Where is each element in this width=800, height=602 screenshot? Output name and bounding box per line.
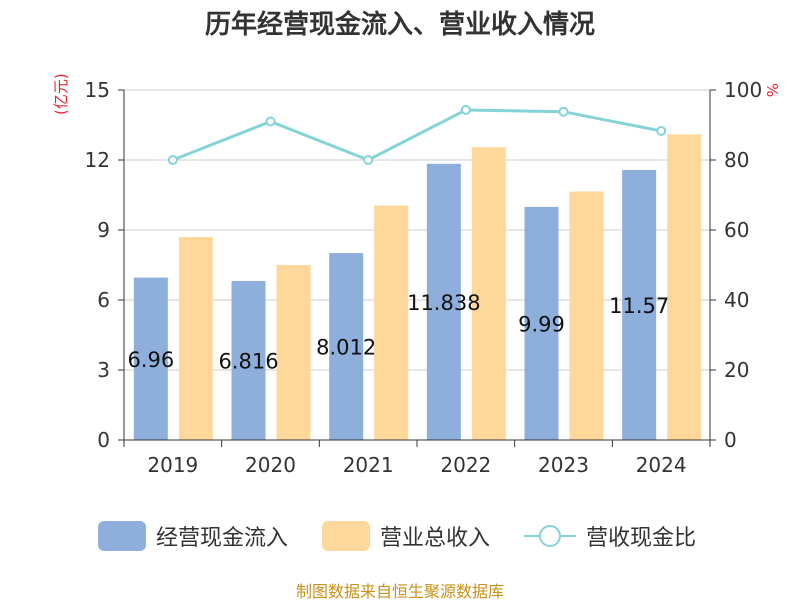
legend-item-cash-inflow[interactable]: 经营现金流入 xyxy=(98,516,288,556)
point-cash-ratio xyxy=(363,155,374,165)
x-axis-tick-label: 2022 xyxy=(440,453,491,477)
bar-cash-inflow xyxy=(329,253,364,440)
x-axis-tick-label: 2019 xyxy=(147,453,198,477)
point-cash-ratio xyxy=(265,116,276,127)
right-axis-tick-label: 20 xyxy=(724,358,749,382)
bar-revenue xyxy=(276,265,311,440)
point-cash-ratio xyxy=(558,106,569,117)
bar-revenue xyxy=(667,134,702,441)
right-axis-tick-label: 60 xyxy=(724,218,749,242)
point-cash-ratio xyxy=(167,155,178,165)
bar-cash-inflow xyxy=(231,280,266,440)
legend-item-revenue[interactable]: 营业总收入 xyxy=(322,516,490,556)
right-axis-tick-label: 80 xyxy=(724,148,749,172)
line-cash-ratio xyxy=(172,108,662,162)
data-label-cash-inflow: 11.57 xyxy=(609,294,669,318)
point-cash-ratio xyxy=(460,104,471,115)
bar-revenue xyxy=(374,205,409,440)
legend: 经营现金流入 营业总收入 营收现金比 xyxy=(0,516,800,556)
x-axis-tick-label: 2021 xyxy=(343,453,394,477)
data-label-cash-inflow: 6.96 xyxy=(127,348,174,372)
legend-swatch-revenue xyxy=(322,521,370,551)
left-axis-tick-label: 15 xyxy=(85,78,110,102)
right-axis-tick-label: 100 xyxy=(724,78,762,102)
chart-title: 历年经营现金流入、营业收入情况 xyxy=(204,10,595,40)
bar-revenue xyxy=(569,191,604,440)
left-axis-tick-label: 12 xyxy=(85,148,110,172)
right-axis-tick-label: 0 xyxy=(724,428,737,452)
data-label-cash-inflow: 6.816 xyxy=(218,349,278,373)
legend-item-cash-ratio[interactable]: 营收现金比 xyxy=(524,516,696,556)
x-axis-tick-label: 2024 xyxy=(636,453,687,477)
bar-cash-inflow xyxy=(622,170,657,441)
bar-cash-inflow xyxy=(133,277,168,440)
legend-swatch-cash-ratio xyxy=(524,525,576,547)
legend-label-revenue: 营业总收入 xyxy=(380,526,491,551)
left-axis-tick-label: 9 xyxy=(97,218,110,242)
point-cash-ratio xyxy=(656,125,667,136)
x-axis-tick-label: 2023 xyxy=(538,453,589,477)
left-axis-tick-label: 6 xyxy=(97,288,110,312)
left-axis-tick-label: 0 xyxy=(97,428,110,452)
left-axis-tick-label: 3 xyxy=(97,358,110,382)
bar-revenue xyxy=(178,237,213,440)
legend-label-cash-ratio: 营收现金比 xyxy=(586,526,697,551)
legend-swatch-cash-inflow xyxy=(98,521,146,551)
bar-cash-inflow xyxy=(426,163,461,440)
data-label-cash-inflow: 11.838 xyxy=(407,291,480,315)
bar-cash-inflow xyxy=(524,206,559,440)
data-label-cash-inflow: 8.012 xyxy=(316,336,376,360)
right-axis-tick-label: 40 xyxy=(724,288,749,312)
x-axis-tick-label: 2020 xyxy=(245,453,296,477)
data-source-note: 制图数据来自恒生聚源数据库 xyxy=(295,582,504,601)
legend-label-cash-inflow: 经营现金流入 xyxy=(156,526,289,551)
bar-revenue xyxy=(471,147,506,440)
data-label-cash-inflow: 9.99 xyxy=(518,312,565,336)
